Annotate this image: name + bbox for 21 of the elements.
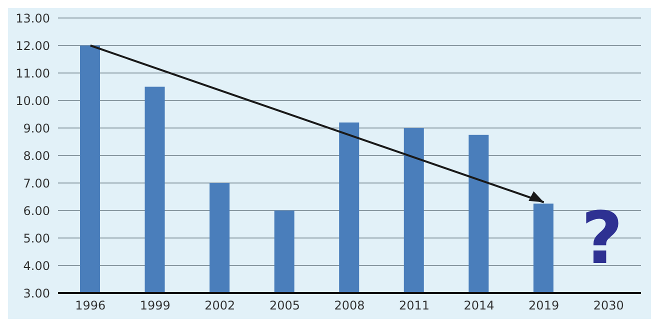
y-tick-label: 9.00	[23, 121, 50, 136]
y-tick-label: 8.00	[23, 148, 50, 163]
y-tick-label: 11.00	[16, 66, 50, 80]
x-tick-label: 2014	[464, 298, 494, 313]
y-tick-label: 3.00	[23, 286, 50, 300]
x-tick-label: 2030	[593, 298, 624, 313]
y-tick-label: 7.00	[23, 176, 50, 190]
x-tick-label: 1996	[75, 298, 106, 313]
x-tick-label: 2011	[399, 298, 430, 313]
x-tick-label: 2019	[528, 298, 560, 313]
x-tick-label: 1999	[140, 298, 170, 313]
x-tick-label: 2005	[269, 298, 300, 313]
y-tick-label: 10.00	[16, 94, 50, 108]
x-tick-label: 2008	[334, 298, 365, 313]
y-tick-label: 4.00	[23, 258, 50, 273]
y-tick-label: 6.00	[23, 204, 50, 218]
annotation: ?	[581, 196, 623, 280]
y-tick-label: 5.00	[23, 231, 50, 246]
y-tick-label: 13.00	[16, 11, 50, 26]
y-tick-label: 12.00	[16, 38, 50, 53]
x-tick-label: 2002	[204, 298, 236, 313]
